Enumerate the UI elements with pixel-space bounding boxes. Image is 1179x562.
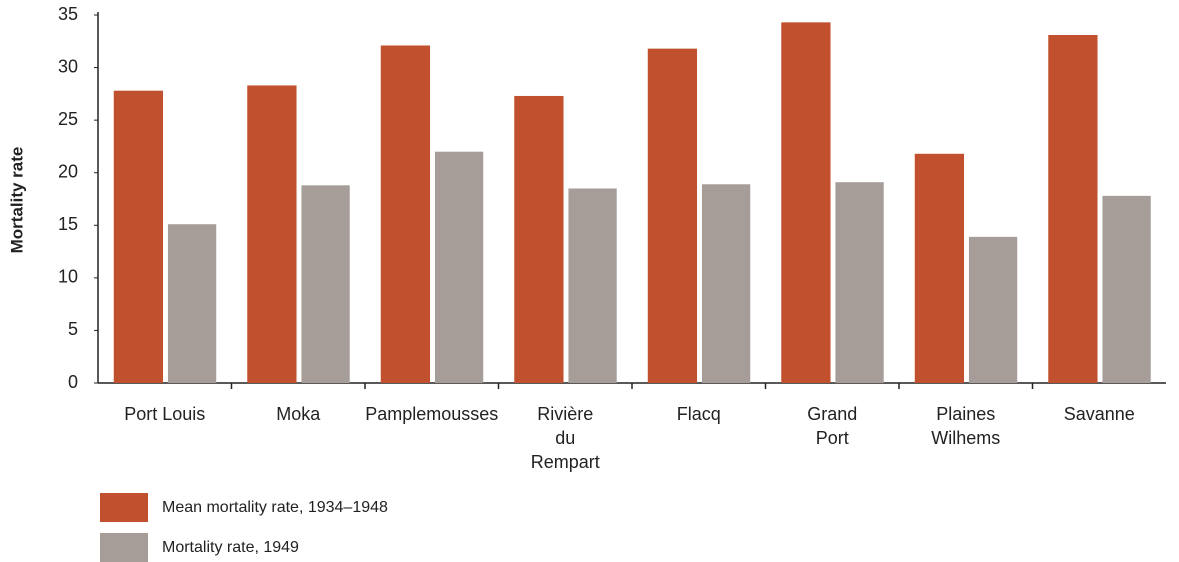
- bar: [701, 184, 751, 383]
- y-tick-label: 20: [58, 161, 78, 181]
- bar: [514, 95, 564, 384]
- legend-label: Mortality rate, 1949: [162, 539, 299, 556]
- bar: [301, 185, 350, 383]
- legend-swatch: [100, 493, 148, 522]
- bar: [968, 236, 1018, 383]
- bar: [835, 182, 884, 383]
- x-tick-label: Port Louis: [124, 404, 206, 424]
- legend-label: Mean mortality rate, 1934–1948: [162, 499, 388, 516]
- x-tick-label: Pamplemousses: [365, 404, 499, 424]
- x-tick-label: Rivière du Rempart: [530, 404, 600, 472]
- x-tick-label: Plaines Wilhems: [931, 404, 1001, 448]
- bar: [167, 224, 217, 383]
- bar: [914, 153, 965, 383]
- y-tick-label: 5: [68, 319, 78, 339]
- y-tick-label: 25: [58, 109, 78, 129]
- bar: [781, 22, 831, 384]
- y-axis-title: Mortality rate: [7, 147, 26, 254]
- bar: [380, 45, 431, 384]
- y-tick-label: 0: [68, 372, 78, 392]
- y-tick-label: 35: [58, 4, 78, 24]
- x-tick-label: Moka: [276, 404, 321, 424]
- x-tick-label: Savanne: [1063, 404, 1135, 424]
- y-tick-label: 15: [58, 214, 78, 234]
- bar: [1102, 195, 1151, 383]
- bar: [247, 85, 297, 384]
- bar: [1048, 34, 1098, 383]
- legend-swatch: [100, 533, 148, 562]
- bar: [647, 48, 698, 383]
- x-tick-label: Flacq: [676, 404, 721, 424]
- y-tick-label: 30: [58, 56, 78, 76]
- bar: [113, 90, 164, 384]
- bar: [568, 188, 617, 383]
- y-tick-label: 10: [58, 267, 78, 287]
- bar: [434, 151, 484, 383]
- x-tick-label: Grand Port: [807, 404, 858, 448]
